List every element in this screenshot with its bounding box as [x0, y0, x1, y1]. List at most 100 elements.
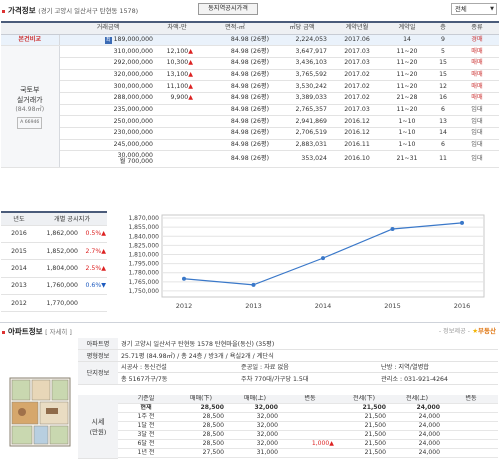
chevron-down-icon: ▼: [490, 6, 494, 12]
header-public-price: 개별 공시지가: [37, 211, 107, 226]
floor-cell: 5: [431, 45, 455, 58]
floor-cell: 15: [431, 69, 455, 82]
kind-cell: 임대: [455, 127, 499, 140]
transaction-table: 거래금액 차액-만 면적-㎡ ㎡당 금액 계약년월 계약일 층 종류 본건비교 최…: [1, 21, 499, 169]
jeonse-high-cell: 24,000: [390, 421, 444, 432]
header-amount[interactable]: 거래금액: [59, 21, 157, 35]
kind-cell: 경매: [455, 34, 499, 47]
header-area[interactable]: 면적-㎡: [197, 21, 273, 35]
per-m2-cell: 2,883,031: [273, 139, 331, 152]
sale-change-cell: [282, 421, 338, 432]
header-kind[interactable]: 종류: [455, 21, 499, 35]
per-m2-cell: 2,224,053: [273, 34, 331, 47]
per-m2-cell: 353,024: [273, 150, 331, 169]
diff-value: 12,100: [166, 47, 189, 55]
area-cell: 84.98 (26평): [197, 139, 273, 152]
apt-info-title: 아파트정보 [ 자세히 ]: [2, 326, 72, 337]
kind-cell: 임대: [455, 139, 499, 152]
jeonse-low-cell: 21,500: [338, 439, 390, 450]
header-diff[interactable]: 차액-만: [157, 21, 197, 35]
filter-select-value: 전체: [455, 5, 467, 13]
diff-value: 11,100: [166, 82, 189, 90]
table-row: 245,000,000 84.98 (26평) 2,883,031 2016.11 1~…: [1, 139, 499, 152]
area-cell: 84.98 (26평): [197, 150, 273, 169]
kind-cell: 임대: [455, 150, 499, 169]
jeonse-change-cell: [444, 403, 498, 414]
y-tick-label: 1,810,000: [128, 251, 159, 258]
header-sale-change: 변동: [282, 395, 338, 405]
data-point: [182, 276, 186, 281]
area-cell: 84.98 (26평): [197, 57, 273, 70]
amount-value: 235,000,000: [113, 105, 153, 113]
y-tick-label: 1,750,000: [128, 288, 159, 295]
date-cell: 6달 전: [118, 439, 174, 450]
transaction-header-row: 거래금액 차액-만 면적-㎡ ㎡당 금액 계약년월 계약일 층 종류: [1, 21, 499, 35]
jeonse-high-cell: 24,000: [390, 430, 444, 441]
contract-day-cell: 11~20: [383, 104, 431, 117]
header-floor[interactable]: 층: [431, 21, 455, 35]
header-contract-ym[interactable]: 계약년월: [331, 21, 383, 35]
per-m2-cell: 2,765,357: [273, 104, 331, 117]
contract-ym-cell: 2017.03: [331, 104, 383, 117]
sale-change-cell: [282, 403, 338, 414]
molit-label-line: 국토부: [20, 85, 40, 94]
price-value: 1,852,000: [46, 247, 79, 255]
floor-cell: 12: [431, 80, 455, 93]
amount-cell: 230,000,000: [59, 127, 157, 140]
date-cell: 3달 전: [118, 430, 174, 441]
sale-high-cell: 32,000: [228, 430, 282, 441]
contract-ym-cell: 2017.06: [331, 34, 383, 47]
price-pct: 0.6%: [85, 282, 102, 290]
amount-cell: 250,000,000: [59, 115, 157, 128]
apt-row-size: 평형정보 25.71평 (84.98㎡) / 총 24층 / 방3개 / 욕실2…: [78, 349, 498, 362]
table-row: 235,000,000 84.98 (26평) 2,765,357 2017.03 11…: [1, 104, 499, 117]
contract-day-cell: 21~31: [383, 150, 431, 169]
x-tick-label: 2015: [384, 302, 401, 310]
header-per-m2[interactable]: ㎡당 금액: [273, 21, 331, 35]
price-value: 1,760,000: [46, 282, 79, 290]
filter-select[interactable]: 전체 ▼: [451, 3, 497, 15]
floor-cell: 13: [431, 115, 455, 128]
table-row: 2015 1,852,000 2.7%▲: [1, 242, 107, 261]
date-cell: 1달 전: [118, 421, 174, 432]
jeonse-low-cell: 21,500: [338, 430, 390, 441]
contract-ym-cell: 2016.12: [331, 115, 383, 128]
price-value: 1,862,000: [46, 230, 79, 238]
data-point: [460, 220, 464, 225]
sale-low-cell: 28,500: [174, 421, 228, 432]
apt-info-table: 아파트명 경기 고양시 일산서구 탄현동 1578 탄현마을(동신) (35평)…: [78, 338, 498, 385]
per-m2-cell: 3,765,592: [273, 69, 331, 82]
x-tick-label: 2012: [176, 302, 193, 310]
apt-complex-label: 단지정보: [78, 361, 118, 385]
table-row: 2014 1,804,000 2.5%▲: [1, 259, 107, 278]
diff-cell: 10,300▲: [157, 57, 197, 70]
up-arrow-icon: ▲: [101, 264, 106, 272]
year-cell: 2012: [1, 294, 37, 313]
sale-change-cell: [282, 412, 338, 423]
amount-value: 310,000,000: [113, 47, 153, 55]
header-contract-day[interactable]: 계약일: [383, 21, 431, 35]
table-row: 292,000,000 10,300▲ 84.98 (26평) 3,436,103 20…: [1, 57, 499, 70]
apt-detail-link[interactable]: [ 자세히 ]: [45, 328, 72, 336]
public-price-button[interactable]: 동지역공시가격: [198, 3, 258, 15]
price-cell: 1,804,000 2.5%▲: [37, 259, 107, 278]
amount-value: 288,000,000: [113, 94, 153, 102]
sise-label: 시세: [91, 418, 105, 426]
amount-cell: 235,000,000: [59, 104, 157, 117]
diff-cell: [157, 34, 197, 47]
jeonse-low-cell: 21,500: [338, 448, 390, 459]
date-cell: 현재: [118, 403, 174, 414]
data-point: [251, 282, 256, 287]
data-point: [321, 256, 325, 261]
table-row: 320,000,000 13,100▲ 84.98 (26평) 3,765,592 20…: [1, 69, 499, 82]
x-tick-label: 2016: [454, 302, 471, 310]
molit-label-line: 실거래가: [16, 95, 43, 104]
apt-size-value: 25.71평 (84.98㎡) / 총 24층 / 방3개 / 욕실2개 / 계…: [118, 349, 498, 362]
apt-row-name: 아파트명 경기 고양시 일산서구 탄현동 1578 탄현마을(동신) (35평): [78, 338, 498, 350]
area-cell: 84.98 (26평): [197, 69, 273, 82]
contract-day-cell: 11~20: [383, 57, 431, 70]
area-cell: 84.98 (26평): [197, 104, 273, 117]
up-arrow-icon: ▲: [188, 59, 193, 67]
area-cell: 84.98 (26평): [197, 34, 273, 47]
sale-change-cell: [282, 448, 338, 459]
